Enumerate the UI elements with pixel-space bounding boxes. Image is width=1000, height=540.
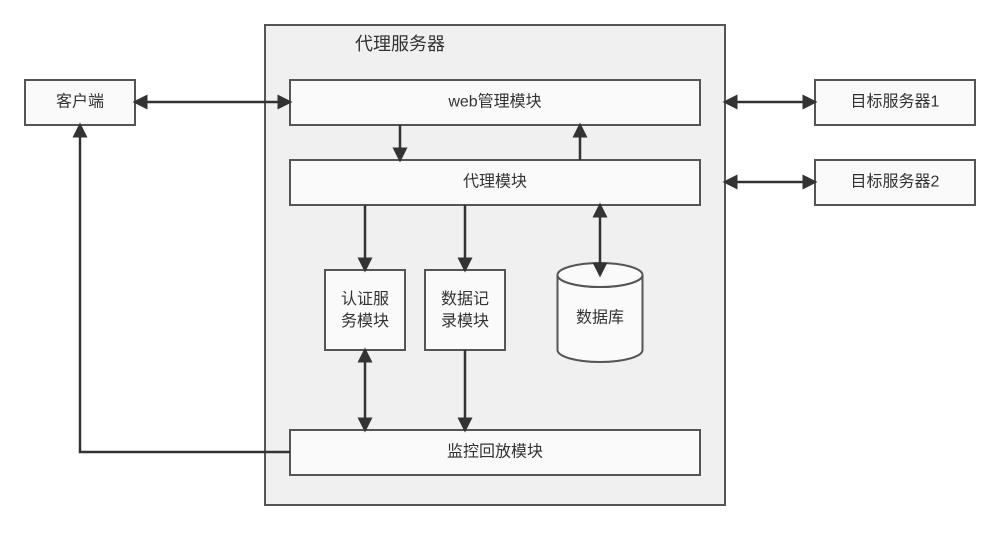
record-label1: 数据记 <box>441 290 489 308</box>
auth-label1: 认证服 <box>341 290 389 308</box>
web-label: web管理模块 <box>447 93 541 111</box>
record-label2: 录模块 <box>441 312 489 330</box>
record-box <box>425 270 505 350</box>
diagram-canvas: 代理服务器客户端 web管理模块代理模块认证服务模块 数据记录模块监控回放模块 目标服… <box>0 0 1000 540</box>
auth-box <box>325 270 405 350</box>
arrow-10 <box>80 125 290 452</box>
auth-label2: 务模块 <box>341 312 389 330</box>
proxy-label: 代理模块 <box>463 173 527 191</box>
container-title: 代理服务器 <box>355 34 445 54</box>
target2-label: 目标服务器2 <box>851 173 940 191</box>
database-label: 数据库 <box>576 309 624 327</box>
monitor-label: 监控回放模块 <box>447 443 543 461</box>
target1-label: 目标服务器1 <box>851 93 940 111</box>
client-label: 客户端 <box>56 93 104 111</box>
